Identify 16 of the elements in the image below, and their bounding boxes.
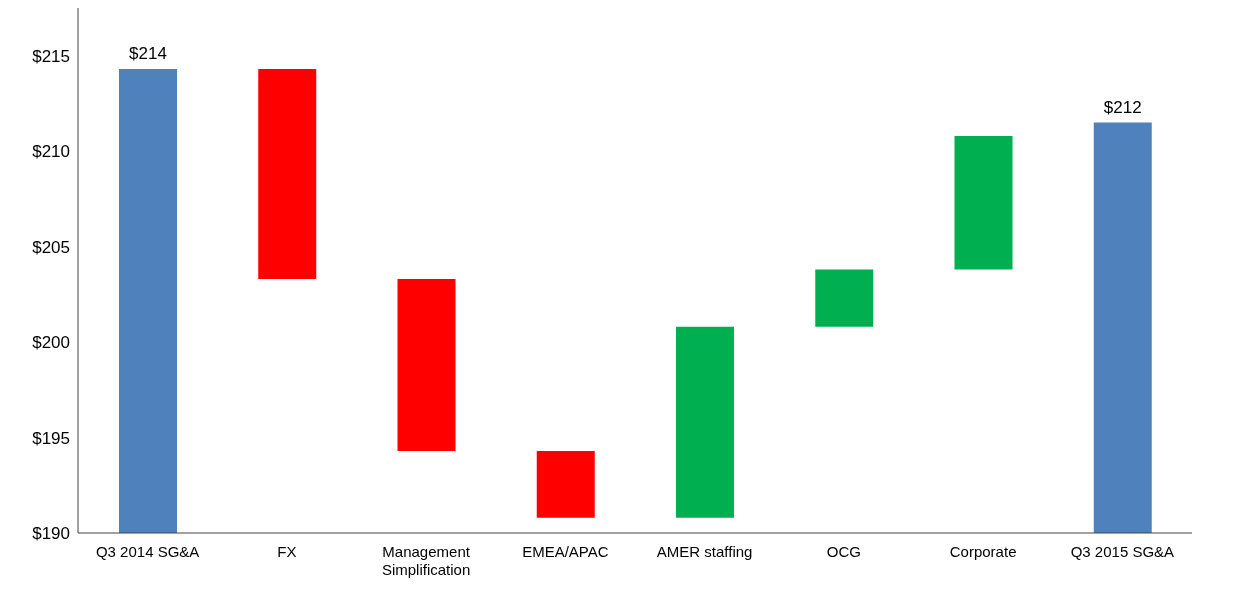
y-tick-label: $195 xyxy=(32,428,70,448)
x-tick-label: Q3 2015 SG&A xyxy=(1070,543,1175,560)
x-tick-label: Management Simplification xyxy=(381,543,471,578)
x-tick-label: Q3 2014 SG&A xyxy=(95,543,200,560)
data-label: $212 xyxy=(1103,97,1142,117)
x-tick-label: Corporate xyxy=(949,543,1017,560)
y-tick-label: $190 xyxy=(32,524,70,544)
data-label: $214 xyxy=(129,44,167,64)
x-tick-label: OCG xyxy=(826,543,861,560)
y-tick-label: $200 xyxy=(32,333,70,353)
x-tick-label: AMER staffing xyxy=(656,543,753,560)
y-tick-label: $210 xyxy=(32,142,70,162)
y-tick-label: $205 xyxy=(32,237,70,257)
y-tick-label: $215 xyxy=(32,46,70,66)
x-tick-label: FX xyxy=(277,543,297,560)
x-tick-label: EMEA/APAC xyxy=(522,543,609,560)
